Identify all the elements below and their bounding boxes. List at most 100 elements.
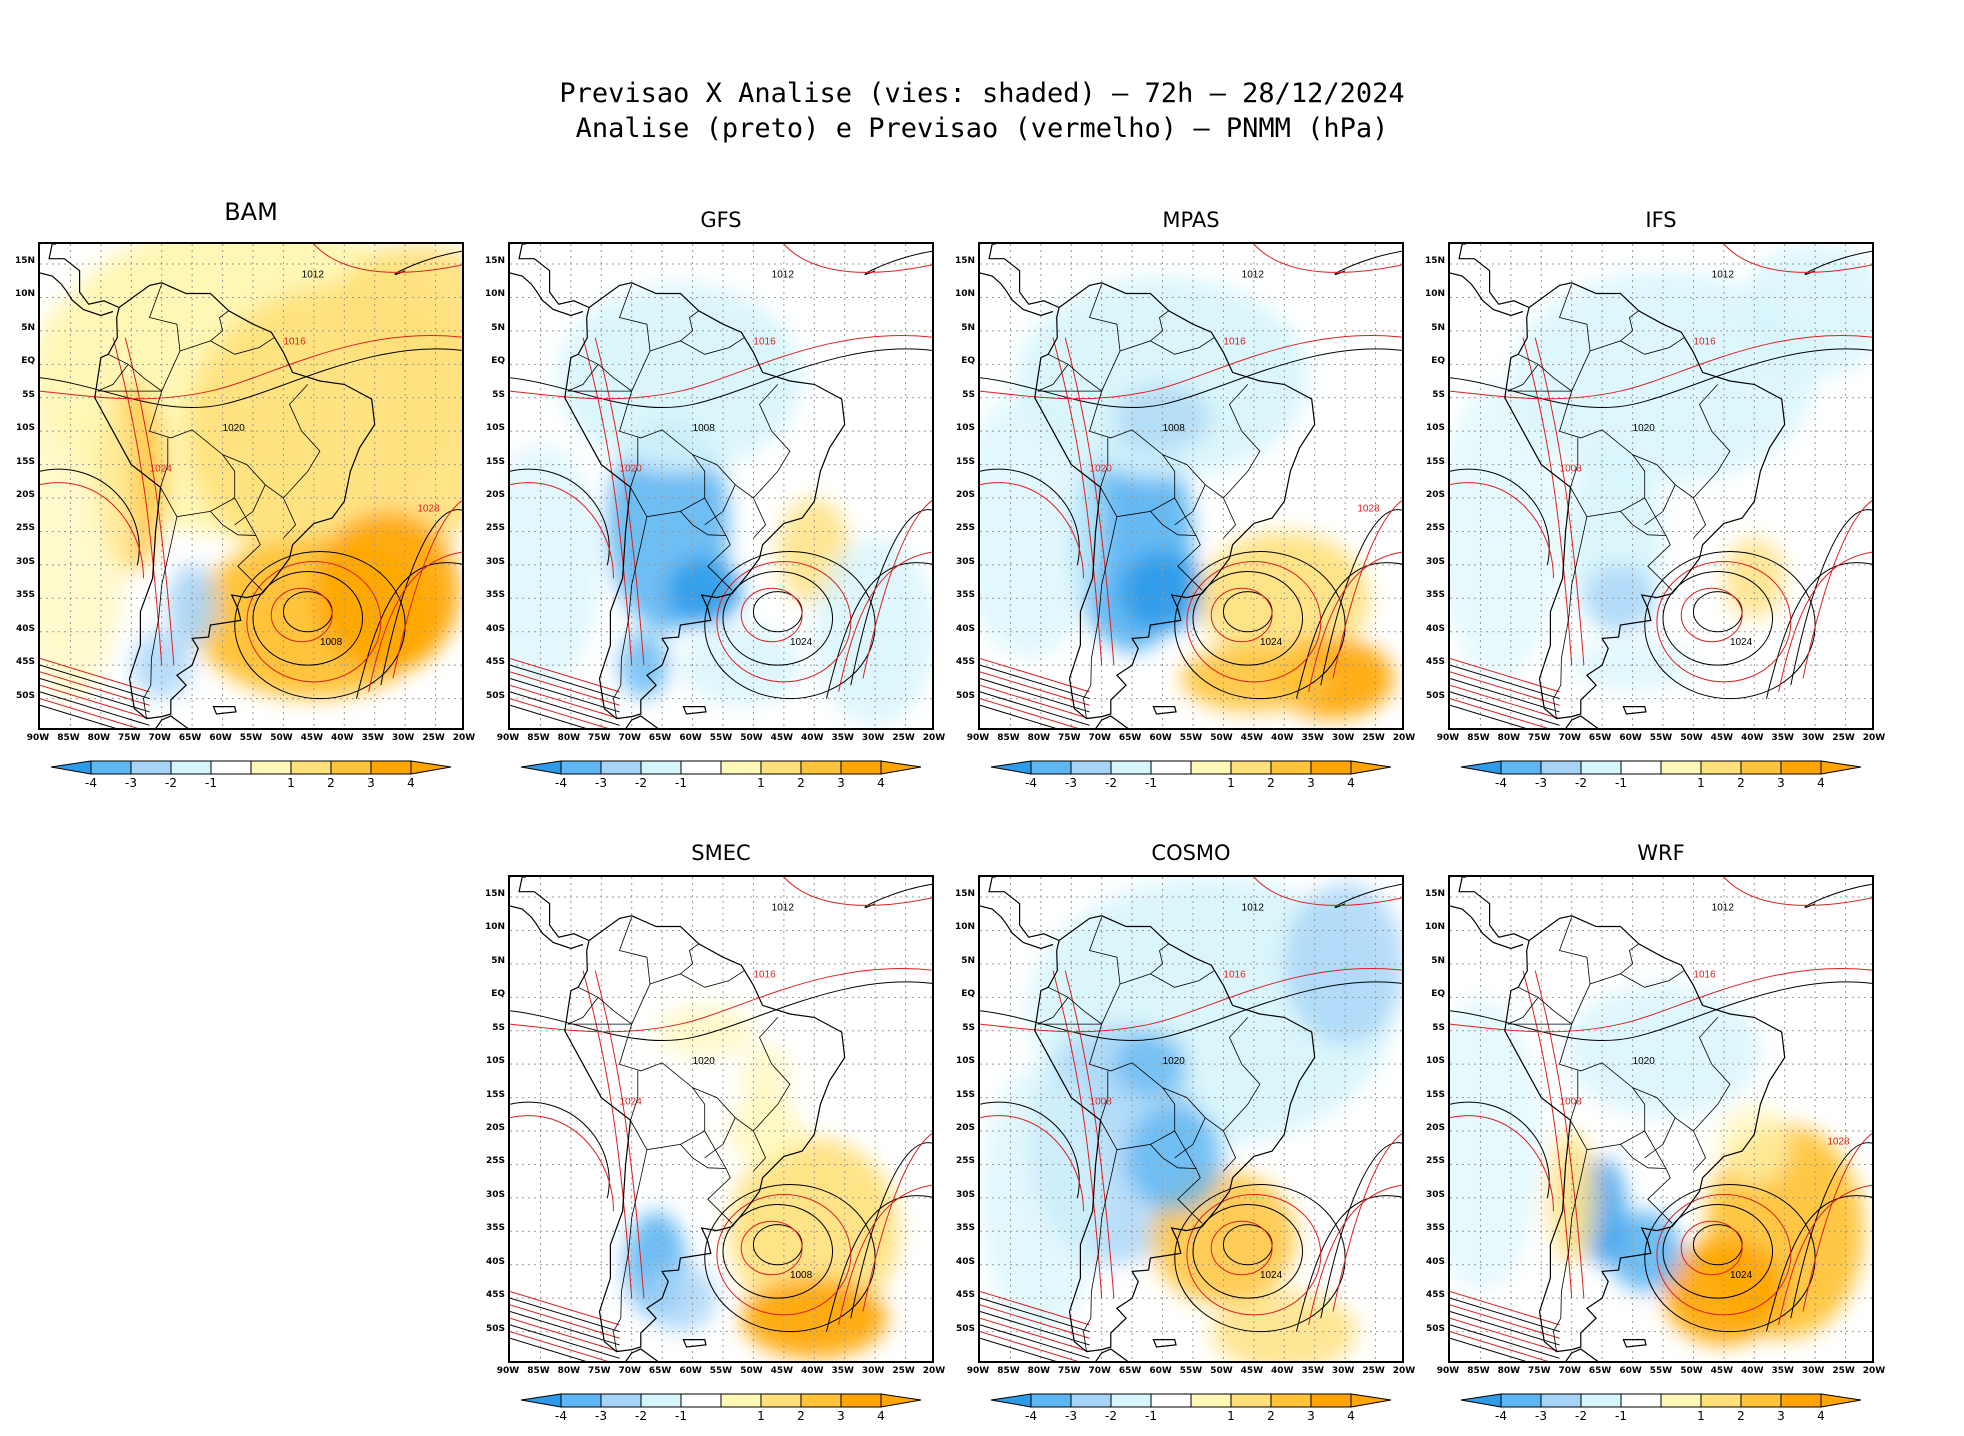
colorbar-swatch — [1580, 760, 1622, 775]
colorbar-swatch — [1270, 760, 1312, 775]
lon-label: 50W — [1210, 733, 1233, 743]
lon-label: 25W — [1832, 1366, 1855, 1376]
bias-area — [643, 1264, 717, 1332]
central-america-outline — [40, 244, 120, 317]
lat-label: 20S — [1425, 490, 1445, 501]
lat-label: 10S — [485, 1056, 505, 1067]
lat-label: 5S — [492, 1022, 505, 1033]
lon-label: 45W — [1710, 1366, 1734, 1376]
colorbar-swatch — [1350, 760, 1392, 775]
panel-title-smec: SMEC — [691, 841, 751, 865]
lat-label: 15S — [955, 1089, 975, 1100]
colorbar-label: -3 — [1535, 776, 1547, 790]
lon-label: 90W — [966, 733, 990, 743]
forecast-contours — [980, 877, 1402, 1361]
lat-label: 45S — [1425, 657, 1445, 668]
colorbar-swatch — [1270, 1393, 1312, 1408]
analysis-contours — [40, 250, 462, 728]
colorbar-swatch — [840, 760, 882, 775]
colorbar-swatch — [560, 1393, 602, 1408]
country-borders — [97, 283, 321, 719]
lat-label: 35S — [485, 590, 505, 601]
lon-label: 20W — [452, 733, 476, 743]
colorbar-swatch — [880, 760, 922, 775]
colorbar-label: 4 — [1347, 1409, 1355, 1423]
contour-label: 1016 — [1223, 969, 1246, 980]
lat-label: 50S — [955, 690, 975, 701]
lon-label: 70W — [1088, 1366, 1111, 1376]
colorbar-swatch — [720, 1393, 762, 1408]
colorbar-label: -1 — [1615, 776, 1627, 790]
country-borders — [1507, 283, 1731, 719]
colorbar-swatch — [560, 760, 602, 775]
colorbar-swatch — [250, 760, 292, 775]
colorbar-label: 4 — [1347, 776, 1355, 790]
south-america-outline — [1504, 915, 1786, 1353]
lat-label: 45S — [955, 657, 975, 668]
colorbar-label: 3 — [837, 1409, 845, 1423]
lat-label: 5N — [21, 322, 35, 333]
colorbar-swatch — [1150, 1393, 1192, 1408]
colorbar-swatch — [1190, 760, 1232, 775]
falklands-outline — [1152, 706, 1177, 715]
lat-label: 5S — [1432, 389, 1445, 400]
colorbar-swatch — [600, 1393, 642, 1408]
lon-label: 55W — [1179, 733, 1203, 743]
lat-label: 20S — [1425, 1123, 1445, 1134]
map-svg-smec: 1012 1016 1020 1024 1008 — [510, 877, 932, 1361]
colorbar-label: -1 — [1145, 776, 1157, 790]
contour-label: 1020 — [1090, 463, 1113, 474]
lat-label: 5N — [961, 322, 975, 333]
contour-label: 1008 — [790, 1270, 813, 1281]
central-america-outline — [980, 877, 1060, 950]
colorbar-swatch — [800, 1393, 842, 1408]
lon-label: 60W — [209, 733, 232, 743]
colorbar-label: -4 — [555, 776, 567, 790]
lon-label: 90W — [1436, 1366, 1460, 1376]
country-borders — [1037, 916, 1261, 1352]
colorbar-cosmo — [990, 1393, 1392, 1408]
lon-label: 65W — [1588, 733, 1612, 743]
contour-label: 1008 — [1560, 1096, 1583, 1107]
lat-label: 10S — [955, 1056, 975, 1067]
lat-label: 5S — [492, 389, 505, 400]
lon-label: 80W — [1027, 733, 1051, 743]
lat-label: EQ — [1431, 356, 1445, 367]
lat-label: 10S — [485, 423, 505, 434]
lat-label: 15S — [15, 456, 35, 467]
colorbar-swatch — [50, 760, 92, 775]
bias-area — [1284, 883, 1402, 1045]
lon-label: 45W — [1240, 733, 1264, 743]
lon-label: 90W — [26, 733, 50, 743]
map-svg-bam: 1012 1016 1020 1024 1008 1028 — [40, 244, 462, 728]
bias-area — [1180, 645, 1327, 712]
tierra-del-fuego-outline — [1095, 1348, 1129, 1361]
lat-label: 10N — [954, 289, 975, 300]
lon-label: 75W — [1528, 733, 1551, 743]
coastlines — [980, 877, 1316, 1361]
lon-label: 85W — [527, 733, 550, 743]
falklands-outline — [1152, 1339, 1177, 1348]
lon-label: 75W — [1528, 1366, 1551, 1376]
forecast-contours — [1450, 877, 1872, 1361]
colorbar-swatch — [1780, 1393, 1822, 1408]
contour-label: 1024 — [1260, 637, 1283, 648]
contour-label: 1020 — [693, 1056, 716, 1067]
colorbar-label: -1 — [205, 776, 217, 790]
lon-label: 75W — [1058, 1366, 1081, 1376]
lon-label: 40W — [801, 1366, 824, 1376]
contour-label: 1008 — [693, 423, 716, 434]
lon-label: 60W — [679, 733, 702, 743]
lat-label: 25S — [485, 1156, 505, 1167]
lon-label: 50W — [270, 733, 293, 743]
bias-area — [510, 444, 602, 686]
lon-label: 40W — [1741, 733, 1764, 743]
colorbar-swatch — [1190, 1393, 1232, 1408]
colorbar-label: 1 — [1697, 776, 1705, 790]
lat-label: 15S — [485, 1089, 505, 1100]
colorbar-swatch — [1700, 1393, 1742, 1408]
colorbar-swatch — [1660, 760, 1702, 775]
lon-label: 35W — [1301, 733, 1324, 743]
falklands-outline — [212, 706, 237, 715]
colorbar-swatch — [760, 760, 802, 775]
